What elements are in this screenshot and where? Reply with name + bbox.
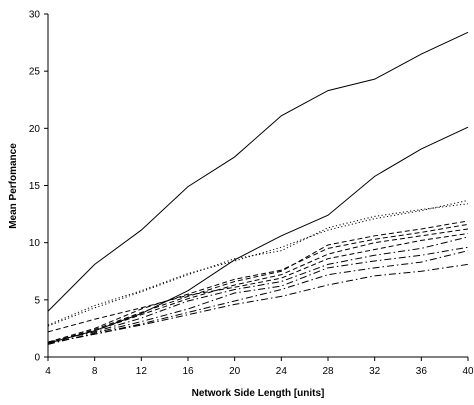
series-line-2 xyxy=(47,126,469,344)
series-line-10 xyxy=(47,246,469,345)
y-tick-label: 20 xyxy=(29,124,41,135)
x-axis-title: Network Side Length [units] xyxy=(192,388,325,399)
x-tick-label: 4 xyxy=(45,366,51,377)
x-tick-label: 16 xyxy=(182,366,194,377)
series-line-7 xyxy=(47,228,469,344)
series-line-1 xyxy=(47,31,469,312)
y-tick-label: 5 xyxy=(34,295,40,306)
series-line-12 xyxy=(47,263,469,344)
y-tick-label: 0 xyxy=(34,353,40,364)
x-tick-label: 12 xyxy=(136,366,148,377)
x-tick-label: 24 xyxy=(276,366,288,377)
y-tick-label: 30 xyxy=(29,10,41,21)
series-line-5 xyxy=(47,220,469,344)
series-line-8 xyxy=(47,233,469,333)
x-tick-label: 40 xyxy=(462,366,474,377)
x-tick-label: 20 xyxy=(229,366,241,377)
series-line-11 xyxy=(47,250,469,344)
plot-area xyxy=(47,31,469,345)
y-tick-label: 10 xyxy=(29,238,41,249)
y-axis-title: Mean Perfomance xyxy=(8,143,19,229)
x-tick-label: 32 xyxy=(369,366,381,377)
series-line-3 xyxy=(47,199,469,326)
y-tick-label: 25 xyxy=(29,67,41,78)
x-tick-label: 28 xyxy=(322,366,334,377)
x-tick-label: 36 xyxy=(416,366,428,377)
series-line-9 xyxy=(47,236,469,343)
x-tick-label: 8 xyxy=(92,366,98,377)
series-line-4 xyxy=(47,203,469,327)
axes: 0 5 10 15 20 25 30 4 8 12 16 20 24 28 32 36 40 xyxy=(29,10,474,378)
y-tick-label: 15 xyxy=(29,181,41,192)
series-line-6 xyxy=(47,223,469,343)
